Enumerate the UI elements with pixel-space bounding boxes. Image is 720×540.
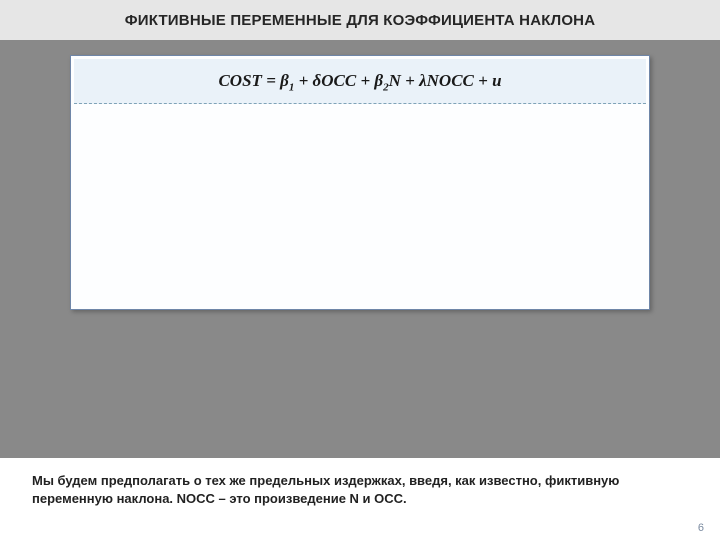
caption-text: Мы будем предполагать о тех же предельны… — [32, 472, 688, 507]
eq-plus-2: + — [356, 71, 374, 90]
caption-area: Мы будем предполагать о тех же предельны… — [0, 458, 720, 540]
eq-var-occ: OCC — [321, 71, 356, 90]
eq-var-n: N — [389, 71, 401, 90]
page-number: 6 — [698, 522, 704, 534]
slide-title: ФИКТИВНЫЕ ПЕРЕМЕННЫЕ ДЛЯ КОЭФФИЦИЕНТА НА… — [125, 12, 596, 29]
eq-var-nocc: NOCC — [427, 71, 474, 90]
equation: COST = β1 + δOCC + β2N + λNOCC + u — [218, 71, 501, 90]
eq-coef-lambda: λ — [419, 71, 427, 90]
eq-var-u: u — [492, 71, 501, 90]
title-bar: ФИКТИВНЫЕ ПЕРЕМЕННЫЕ ДЛЯ КОЭФФИЦИЕНТА НА… — [0, 0, 720, 40]
eq-sign: = — [262, 71, 280, 90]
eq-plus-1: + — [294, 71, 312, 90]
eq-plus-4: + — [474, 71, 492, 90]
eq-coef-b2: β — [374, 71, 383, 90]
slide: ФИКТИВНЫЕ ПЕРЕМЕННЫЕ ДЛЯ КОЭФФИЦИЕНТА НА… — [0, 0, 720, 540]
eq-coef-b1: β — [280, 71, 289, 90]
eq-plus-3: + — [401, 71, 419, 90]
eq-lhs: COST — [218, 71, 261, 90]
equation-card: COST = β1 + δOCC + β2N + λNOCC + u — [70, 55, 650, 310]
equation-band: COST = β1 + δOCC + β2N + λNOCC + u — [74, 59, 646, 104]
eq-coef-delta: δ — [313, 71, 322, 90]
